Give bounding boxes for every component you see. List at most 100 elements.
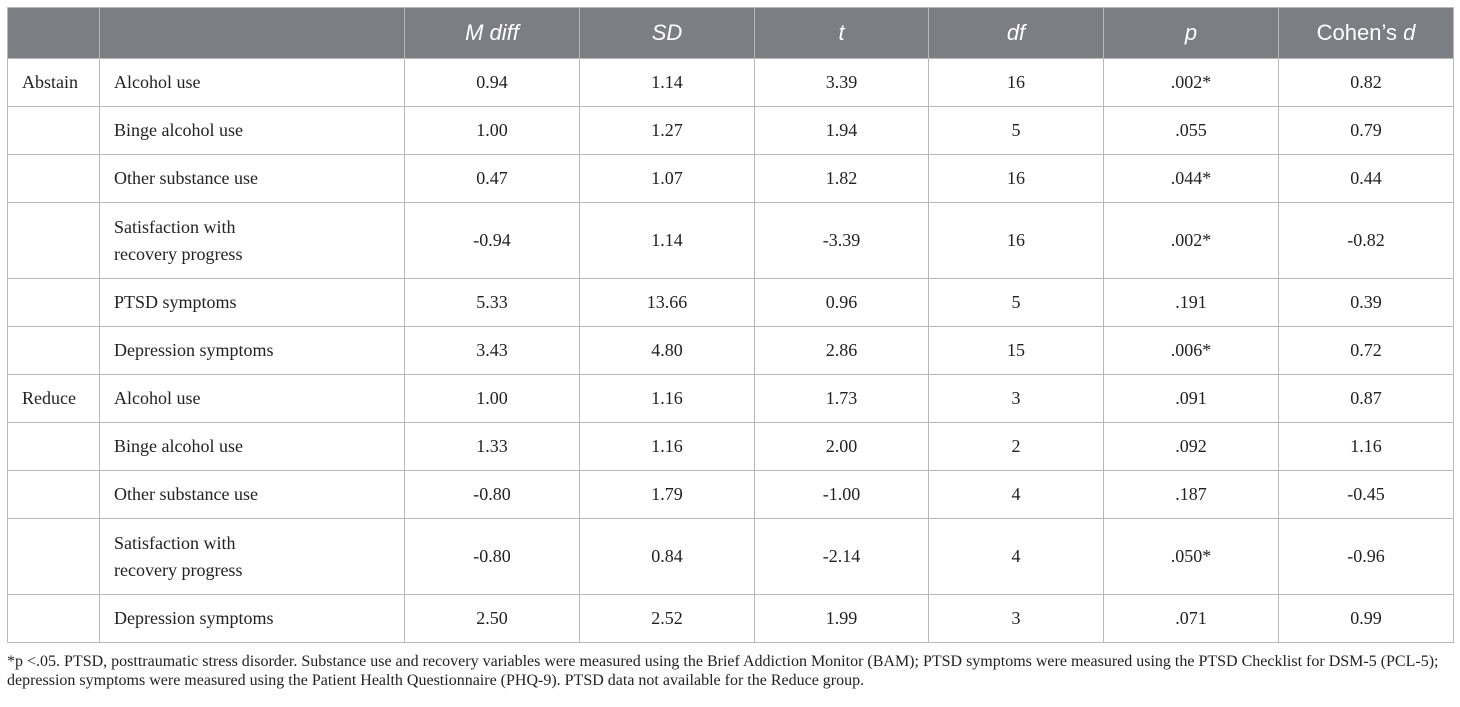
sd-cell: 0.84 bbox=[579, 518, 755, 595]
sd-cell: 13.66 bbox=[579, 278, 755, 327]
variable-cell: Other substance use bbox=[99, 154, 405, 203]
m-diff-cell: -0.94 bbox=[404, 202, 580, 279]
t-cell: 2.00 bbox=[754, 422, 929, 471]
header-t: t bbox=[754, 7, 929, 59]
cohens-d-cell: -0.45 bbox=[1278, 470, 1454, 519]
variable-cell: Alcohol use bbox=[99, 374, 405, 423]
t-cell: -3.39 bbox=[754, 202, 929, 279]
m-diff-cell: 2.50 bbox=[404, 594, 580, 643]
cohens-d-cell: 0.87 bbox=[1278, 374, 1454, 423]
cohens-d-cell: 0.82 bbox=[1278, 58, 1454, 107]
t-cell: 1.94 bbox=[754, 106, 929, 155]
p-cell: .191 bbox=[1103, 278, 1279, 327]
variable-cell: PTSD symptoms bbox=[99, 278, 405, 327]
df-cell: 2 bbox=[928, 422, 1104, 471]
variable-cell: Satisfaction with recovery progress bbox=[99, 518, 405, 595]
t-cell: 1.82 bbox=[754, 154, 929, 203]
header-cohens-label: Cohen’s bbox=[1316, 20, 1404, 45]
sd-cell: 1.16 bbox=[579, 422, 755, 471]
table-row: Abstain Alcohol use 0.94 1.14 3.39 16.002* 0.8… bbox=[7, 58, 1454, 107]
m-diff-cell: -0.80 bbox=[404, 470, 580, 519]
variable-cell: Depression symptoms bbox=[99, 326, 405, 375]
table-row: Binge alcohol use 1.00 1.27 1.94 5.055 0.79 bbox=[7, 106, 1454, 155]
group-cell bbox=[7, 594, 100, 643]
m-diff-cell: 5.33 bbox=[404, 278, 580, 327]
header-df: df bbox=[928, 7, 1104, 59]
p-cell: .187 bbox=[1103, 470, 1279, 519]
header-p: p bbox=[1103, 7, 1279, 59]
p-cell: .050* bbox=[1103, 518, 1279, 595]
m-diff-cell: 1.00 bbox=[404, 106, 580, 155]
header-row: M diff SD t df p Cohen’s d bbox=[7, 7, 1454, 59]
df-cell: 3 bbox=[928, 374, 1104, 423]
table-row: Other substance use -0.80 1.79 -1.00 4.187 -0… bbox=[7, 470, 1454, 519]
header-group bbox=[7, 7, 100, 59]
df-cell: 16 bbox=[928, 154, 1104, 203]
group-cell bbox=[7, 326, 100, 375]
variable-cell: Binge alcohol use bbox=[99, 422, 405, 471]
header-sd: SD bbox=[579, 7, 755, 59]
p-cell: .002* bbox=[1103, 202, 1279, 279]
group-cell bbox=[7, 422, 100, 471]
cohens-d-cell: 0.79 bbox=[1278, 106, 1454, 155]
df-cell: 4 bbox=[928, 518, 1104, 595]
table-row: Depression symptoms 3.43 4.80 2.86 15.006* 0.… bbox=[7, 326, 1454, 375]
table-row: Binge alcohol use 1.33 1.16 2.00 2.092 1.16 bbox=[7, 422, 1454, 471]
t-cell: 3.39 bbox=[754, 58, 929, 107]
cohens-d-cell: 0.99 bbox=[1278, 594, 1454, 643]
group-cell bbox=[7, 106, 100, 155]
table-row: Reduce Alcohol use 1.00 1.16 1.73 3.091 0.87 bbox=[7, 374, 1454, 423]
group-cell bbox=[7, 202, 100, 279]
p-cell: .002* bbox=[1103, 58, 1279, 107]
cohens-d-cell: 1.16 bbox=[1278, 422, 1454, 471]
cohens-d-cell: 0.39 bbox=[1278, 278, 1454, 327]
sd-cell: 1.79 bbox=[579, 470, 755, 519]
group-cell bbox=[7, 518, 100, 595]
group-cell bbox=[7, 278, 100, 327]
header-variable bbox=[99, 7, 405, 59]
t-cell: -1.00 bbox=[754, 470, 929, 519]
variable-cell: Binge alcohol use bbox=[99, 106, 405, 155]
table-row: Satisfaction with recovery progress -0.94… bbox=[7, 202, 1454, 279]
df-cell: 15 bbox=[928, 326, 1104, 375]
m-diff-cell: 0.47 bbox=[404, 154, 580, 203]
m-diff-cell: 3.43 bbox=[404, 326, 580, 375]
variable-cell: Alcohol use bbox=[99, 58, 405, 107]
sd-cell: 1.16 bbox=[579, 374, 755, 423]
cohens-d-cell: 0.44 bbox=[1278, 154, 1454, 203]
p-cell: .044* bbox=[1103, 154, 1279, 203]
sd-cell: 1.07 bbox=[579, 154, 755, 203]
cohens-d-cell: -0.96 bbox=[1278, 518, 1454, 595]
variable-cell: Satisfaction with recovery progress bbox=[99, 202, 405, 279]
results-table: M diff SD t df p Cohen’s d Abstain Alcoho… bbox=[7, 7, 1454, 643]
p-cell: .071 bbox=[1103, 594, 1279, 643]
df-cell: 5 bbox=[928, 278, 1104, 327]
df-cell: 4 bbox=[928, 470, 1104, 519]
variable-cell: Other substance use bbox=[99, 470, 405, 519]
sd-cell: 1.14 bbox=[579, 58, 755, 107]
header-cohens-symbol: d bbox=[1403, 20, 1416, 45]
sd-cell: 1.27 bbox=[579, 106, 755, 155]
p-cell: .006* bbox=[1103, 326, 1279, 375]
p-cell: .055 bbox=[1103, 106, 1279, 155]
m-diff-cell: -0.80 bbox=[404, 518, 580, 595]
cohens-d-cell: -0.82 bbox=[1278, 202, 1454, 279]
table-row: Depression symptoms 2.50 2.52 1.99 3.071 0.99 bbox=[7, 594, 1454, 643]
t-cell: 1.73 bbox=[754, 374, 929, 423]
sd-cell: 2.52 bbox=[579, 594, 755, 643]
header-cohens-d: Cohen’s d bbox=[1278, 7, 1454, 59]
m-diff-cell: 1.00 bbox=[404, 374, 580, 423]
cohens-d-cell: 0.72 bbox=[1278, 326, 1454, 375]
group-cell: Reduce bbox=[7, 374, 100, 423]
df-cell: 3 bbox=[928, 594, 1104, 643]
p-cell: .092 bbox=[1103, 422, 1279, 471]
group-cell bbox=[7, 154, 100, 203]
p-cell: .091 bbox=[1103, 374, 1279, 423]
group-cell: Abstain bbox=[7, 58, 100, 107]
df-cell: 5 bbox=[928, 106, 1104, 155]
variable-cell: Depression symptoms bbox=[99, 594, 405, 643]
table-footnote: *p <.05. PTSD, posttraumatic stress diso… bbox=[7, 653, 1439, 689]
table-row: Satisfaction with recovery progress -0.80… bbox=[7, 518, 1454, 595]
t-cell: -2.14 bbox=[754, 518, 929, 595]
m-diff-cell: 0.94 bbox=[404, 58, 580, 107]
